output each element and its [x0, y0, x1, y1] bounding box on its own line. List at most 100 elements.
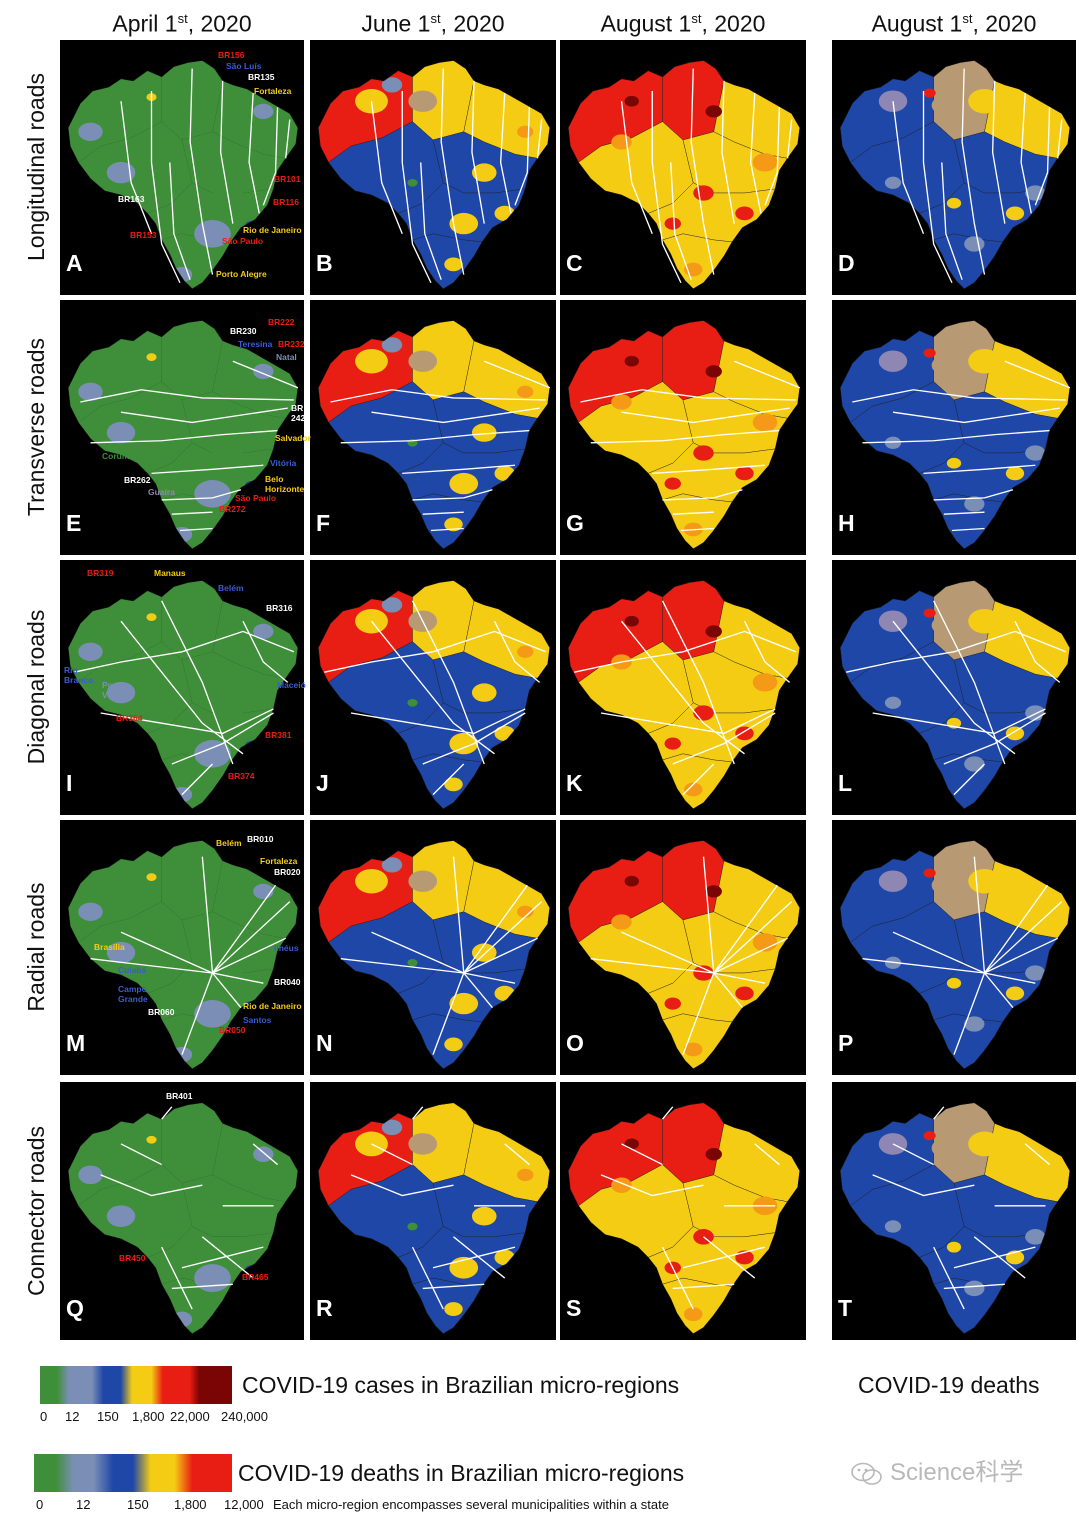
map-patch — [517, 905, 534, 918]
map-panel-b: B — [310, 40, 556, 295]
label-br374: BR374 — [228, 771, 255, 781]
brazil-map-i — [67, 580, 299, 810]
map-patch — [253, 103, 274, 120]
map-region — [78, 1164, 193, 1258]
brazil-map-b — [317, 60, 551, 290]
label-br319: BR319 — [87, 568, 114, 578]
map-panel-g: G — [560, 300, 806, 555]
road-line — [580, 389, 796, 403]
row-label-diagonal: Diagonal roads — [23, 609, 49, 765]
map-region — [662, 233, 733, 289]
map-panel-h: H — [832, 300, 1076, 555]
deaths-tick: 12 — [76, 1497, 91, 1512]
map-patch — [1025, 445, 1046, 461]
label-sao-paulo-t: São Paulo — [235, 493, 277, 503]
map-patch — [449, 472, 479, 495]
map-patch — [684, 262, 703, 277]
map-patch — [444, 517, 463, 532]
deaths-legend-note: Each micro-region encompasses several mu… — [273, 1497, 669, 1512]
map-patch — [923, 1131, 936, 1141]
map-region — [662, 753, 733, 809]
map-patch — [146, 613, 157, 621]
map-patch — [968, 1131, 1001, 1157]
road-line — [620, 101, 653, 235]
label-br050: BR050 — [219, 1025, 246, 1035]
road-line — [1057, 119, 1063, 159]
road-line — [621, 407, 790, 424]
road-line — [536, 119, 543, 159]
map-patch — [964, 236, 985, 252]
road-line — [151, 464, 264, 475]
map-patch — [194, 740, 231, 768]
map-region — [161, 580, 223, 660]
map-patch — [624, 1138, 639, 1150]
label-maceio: Maceió — [277, 680, 306, 690]
map-patch — [735, 466, 754, 481]
brazil-map-o — [567, 840, 801, 1070]
map-patch — [355, 348, 388, 374]
road-line — [892, 931, 985, 974]
road-line — [862, 429, 1050, 444]
label-br020: BR020 — [274, 867, 301, 877]
road-line — [713, 972, 766, 984]
road-line — [212, 901, 291, 974]
map-patch — [245, 481, 258, 491]
road-line — [504, 1143, 530, 1166]
map-patch — [449, 732, 479, 755]
label-belo-a: Belo — [265, 474, 284, 484]
road-line — [621, 931, 715, 974]
road-line — [733, 360, 801, 389]
road-line — [211, 972, 242, 1009]
cases-color-scale — [40, 1366, 232, 1404]
road-line — [713, 901, 793, 974]
road-line — [933, 1246, 965, 1310]
map-patch — [752, 673, 778, 692]
watermark: Science科学 — [850, 1452, 1023, 1487]
map-patch — [964, 1280, 985, 1297]
label-br163: BR163 — [118, 194, 145, 204]
road-line — [1004, 360, 1071, 389]
map-patch — [735, 726, 754, 741]
road-line — [713, 972, 743, 1009]
road-line — [120, 101, 153, 235]
map-panel-n: N — [310, 820, 556, 1075]
label-br316: BR316 — [266, 603, 293, 613]
map-panel-d: D — [832, 40, 1076, 295]
road-line — [211, 884, 277, 974]
map-patch — [78, 382, 103, 401]
road-line — [411, 1106, 424, 1120]
map-panel-i: I — [60, 560, 304, 815]
road-line — [713, 937, 788, 974]
map-patch — [923, 348, 936, 358]
road-line — [430, 527, 464, 532]
road-line — [922, 91, 953, 284]
road-line — [670, 162, 692, 280]
road-line — [1024, 1143, 1050, 1166]
brazil-map-d — [839, 60, 1071, 290]
map-patch — [684, 1042, 703, 1057]
road-line — [432, 1246, 516, 1269]
cases-tick: 0 — [40, 1409, 48, 1424]
brazil-map-j — [317, 580, 551, 810]
road-line — [846, 630, 1067, 673]
map-region — [212, 860, 298, 939]
map-panel-r: R — [310, 1082, 556, 1340]
panel-letter-h: H — [838, 510, 855, 536]
map-patch — [471, 163, 497, 182]
map-patch — [194, 480, 231, 508]
map-region — [147, 442, 274, 502]
map-patch — [624, 95, 639, 107]
road-line — [371, 1143, 413, 1166]
road-line — [463, 901, 543, 974]
map-patch — [355, 868, 388, 894]
road-line — [892, 407, 1060, 424]
deaths-color-scale — [34, 1454, 232, 1492]
map-patch — [624, 355, 639, 367]
map-patch — [705, 365, 722, 378]
map-patch — [923, 868, 936, 878]
road-line — [90, 429, 278, 444]
label-br156: BR156 — [218, 50, 245, 60]
label-vitoria: Vitória — [270, 458, 297, 468]
label-rio-branco-b: Branco — [64, 675, 94, 685]
map-patch — [664, 997, 681, 1010]
